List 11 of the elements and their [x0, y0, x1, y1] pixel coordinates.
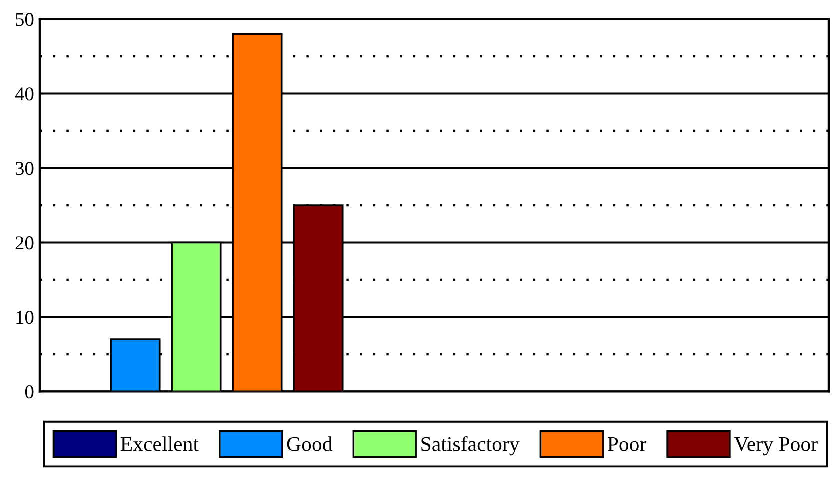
y-tick-label: 40	[15, 88, 34, 101]
y-tick-label: 10	[16, 311, 34, 324]
y-tick-label: 50	[16, 13, 34, 26]
legend-label: Excellent	[120, 436, 199, 452]
legend-label: Poor	[608, 437, 646, 452]
y-tick-label: 30	[16, 162, 34, 176]
y-tick-label: 0	[25, 386, 34, 399]
legend-label: Very Poor	[734, 437, 818, 456]
legend-label: Good	[287, 436, 333, 452]
y-tick-label: 20	[16, 236, 34, 250]
legend-label: Satisfactory	[422, 436, 520, 456]
